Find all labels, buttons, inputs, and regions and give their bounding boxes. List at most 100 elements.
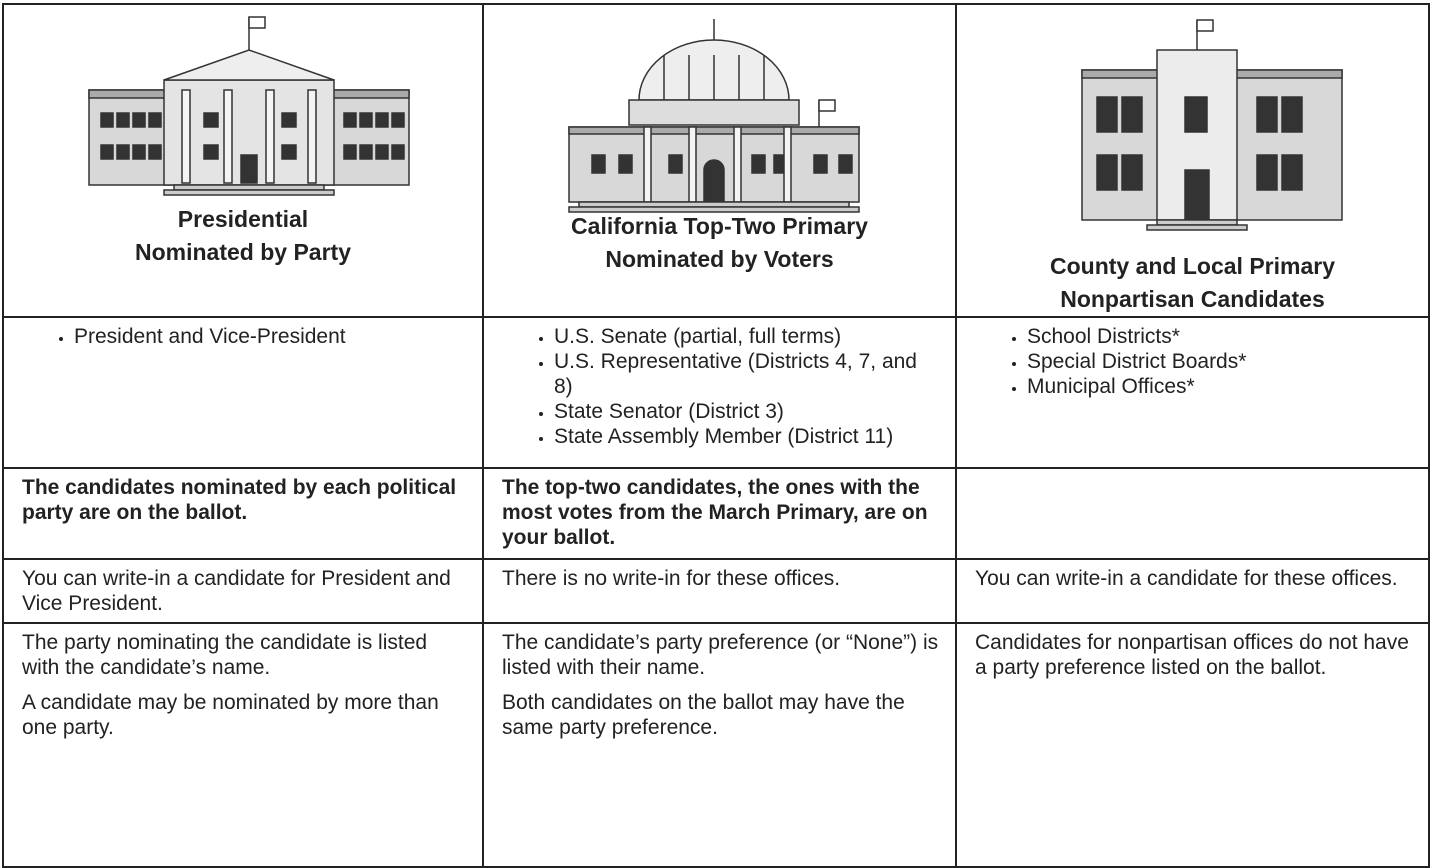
office-list: School Districts*Special District Boards…	[975, 324, 1414, 399]
ballot-table: Presidential Nominated by Party California…	[2, 3, 1430, 868]
icon-part	[618, 154, 633, 174]
write-in-text: You can write-in a candidate for Preside…	[22, 567, 451, 615]
icon-part	[148, 144, 162, 160]
write-in-text: There is no write-in for these offices.	[502, 567, 841, 590]
party-listing-cell: The party nominating the candidate is li…	[2, 622, 484, 868]
header-cell: California Top-Two Primary Nominated by V…	[482, 3, 957, 318]
offices-row: President and Vice-President U.S. Senate …	[2, 316, 1430, 469]
ballot-rule-text: The candidates nominated by each politic…	[22, 476, 457, 524]
icon-part	[838, 154, 853, 174]
title-line: Nonpartisan Candidates	[1060, 286, 1325, 312]
title-line: Nominated by Party	[135, 239, 351, 265]
icon-part	[163, 189, 335, 196]
icon-part	[265, 89, 275, 184]
offices-cell: U.S. Senate (partial, full terms)U.S. Re…	[482, 316, 957, 469]
party-listing-text: The party nominating the candidate is li…	[22, 631, 428, 679]
table-body: Presidential Nominated by Party California…	[2, 3, 1430, 868]
icon-part	[181, 89, 191, 184]
icon-part	[343, 144, 357, 160]
office-item: School Districts*	[1027, 324, 1414, 349]
write-in-row: You can write-in a candidate for Preside…	[2, 558, 1430, 624]
icon-part	[163, 49, 335, 81]
title-line: Nominated by Voters	[605, 246, 834, 272]
icon-part	[240, 154, 258, 184]
icon-part	[628, 99, 800, 126]
icon-part	[1281, 154, 1303, 191]
icon-part	[281, 112, 297, 128]
icon-part	[391, 112, 405, 128]
icon-part	[1196, 19, 1214, 32]
icon-part	[1281, 96, 1303, 133]
ballot-rule-text: The top-two candidates, the ones with th…	[502, 476, 928, 549]
icon-part	[1184, 169, 1210, 221]
icon-part	[359, 112, 373, 128]
party-listing-cell: Candidates for nonpartisan offices do no…	[955, 622, 1430, 868]
icon-part	[343, 112, 357, 128]
icon-part	[1256, 154, 1278, 191]
page: Presidential Nominated by Party California…	[0, 0, 1432, 844]
icon-part	[783, 126, 792, 203]
write-in-cell: You can write-in a candidate for these o…	[955, 558, 1430, 624]
icon-part	[148, 112, 162, 128]
icon-part	[100, 144, 114, 160]
building-icon	[568, 19, 860, 213]
office-item: State Assembly Member (District 11)	[554, 424, 941, 449]
office-item: President and Vice-President	[74, 324, 468, 349]
building-icon	[1081, 19, 1343, 231]
office-item: Municipal Offices*	[1027, 374, 1414, 399]
icon-part	[568, 126, 860, 135]
title-line: California Top-Two Primary	[571, 213, 868, 239]
ballot-rule-cell	[955, 467, 1430, 560]
icon-part	[375, 112, 389, 128]
icon-part	[248, 16, 266, 29]
offices-cell: President and Vice-President	[2, 316, 484, 469]
write-in-cell: You can write-in a candidate for Preside…	[2, 558, 484, 624]
icon-part	[203, 112, 219, 128]
icon-part	[1184, 96, 1208, 133]
icon-part	[643, 126, 652, 203]
icon-part	[1256, 96, 1278, 133]
header-cell: County and Local Primary Nonpartisan Cand…	[955, 3, 1430, 318]
icon-part	[813, 154, 828, 174]
office-item: U.S. Representative (Districts 4, 7, and…	[554, 349, 941, 399]
title-line: County and Local Primary	[1049, 253, 1335, 279]
icon-part	[203, 144, 219, 160]
icon-part	[751, 154, 766, 174]
icon-part	[375, 144, 389, 160]
icon-part	[568, 206, 860, 213]
icon-part	[359, 144, 373, 160]
ballot-rule-cell: The top-two candidates, the ones with th…	[482, 467, 957, 560]
party-listing-row: The party nominating the candidate is li…	[2, 622, 1430, 868]
column-title: California Top-Two Primary Nominated by V…	[484, 210, 955, 276]
party-listing-text: A candidate may be nominated by more tha…	[22, 691, 439, 739]
icon-part	[100, 112, 114, 128]
icon-part	[818, 99, 836, 112]
icon-part	[132, 144, 146, 160]
icon-part	[1121, 96, 1143, 133]
write-in-cell: There is no write-in for these offices.	[482, 558, 957, 624]
icon-part	[1096, 154, 1118, 191]
icon-part	[688, 126, 697, 203]
office-list: U.S. Senate (partial, full terms)U.S. Re…	[502, 324, 941, 449]
write-in-text: You can write-in a candidate for these o…	[975, 567, 1398, 590]
office-item: Special District Boards*	[1027, 349, 1414, 374]
icon-part	[223, 89, 233, 184]
column-title: Presidential Nominated by Party	[4, 203, 482, 269]
offices-cell: School Districts*Special District Boards…	[955, 316, 1430, 469]
icon-part	[1121, 154, 1143, 191]
icon-part	[591, 154, 606, 174]
header-row: Presidential Nominated by Party California…	[2, 3, 1430, 318]
office-list: President and Vice-President	[22, 324, 468, 349]
column-title: County and Local Primary Nonpartisan Cand…	[957, 250, 1428, 316]
icon-part	[733, 126, 742, 203]
building-icon	[88, 16, 410, 196]
title-line: Presidential	[177, 206, 309, 232]
office-item: U.S. Senate (partial, full terms)	[554, 324, 941, 349]
icon-part	[1096, 96, 1118, 133]
icon-part	[307, 89, 317, 184]
icon-part	[668, 154, 683, 174]
icon-part	[132, 112, 146, 128]
party-listing-text: Candidates for nonpartisan offices do no…	[975, 631, 1409, 679]
icon-part	[703, 159, 725, 203]
ballot-rule-row: The candidates nominated by each politic…	[2, 467, 1430, 560]
